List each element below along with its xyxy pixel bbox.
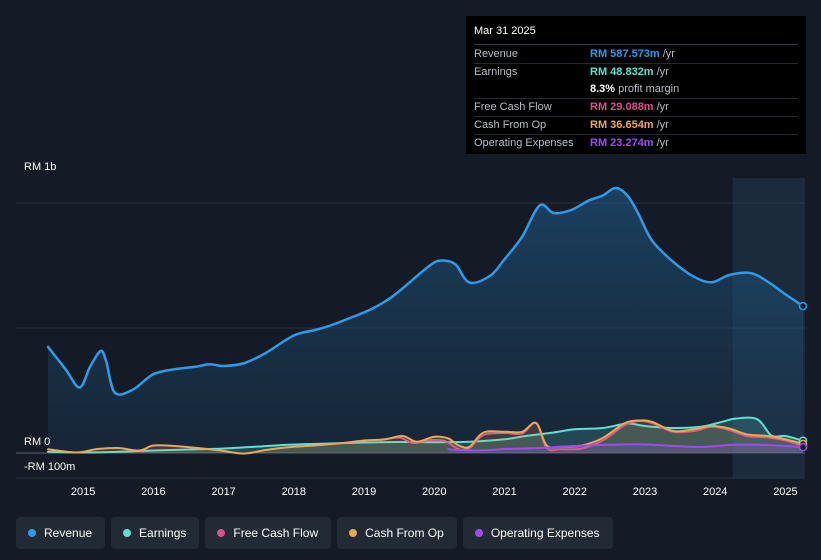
tooltip-row-earnings: Earnings RM 48.832m /yr <box>474 64 798 81</box>
legend-item-revenue[interactable]: Revenue <box>16 517 106 549</box>
tooltip-date: Mar 31 2025 <box>474 23 798 45</box>
series-line-revenue <box>46 186 805 396</box>
tooltip-panel: Mar 31 2025 Revenue RM 587.573m /yr Earn… <box>466 16 806 154</box>
legend-label: Cash From Op <box>365 526 444 540</box>
tooltip-unit: /yr <box>656 66 669 78</box>
tooltip-value: 8.3% <box>590 83 616 95</box>
tooltip-unit: /yr <box>662 48 675 60</box>
tooltip-label: Revenue <box>474 48 519 60</box>
legend: Revenue Earnings Free Cash Flow Cash Fro… <box>16 517 613 549</box>
x-tick-label: 2020 <box>422 486 446 498</box>
x-tick-label: 2019 <box>352 486 376 498</box>
x-tick-label: 2023 <box>633 486 657 498</box>
tooltip-label: Operating Expenses <box>474 137 574 149</box>
tooltip-unit: profit margin <box>618 83 680 95</box>
x-tick-label: 2021 <box>492 486 516 498</box>
legend-dot-icon <box>474 529 483 537</box>
tooltip-row-fcf: Free Cash Flow RM 29.088m /yr <box>474 99 798 117</box>
legend-label: Operating Expenses <box>490 526 600 540</box>
y-axis-labels: RM 1b RM 0 -RM 100m <box>24 161 75 473</box>
series-endpoint-revenue <box>798 301 808 311</box>
x-tick-label: 2016 <box>141 486 165 498</box>
y-tick-label: RM 1b <box>24 161 56 173</box>
series-layer <box>46 186 805 455</box>
legend-label: Revenue <box>44 526 93 540</box>
x-tick-label: 2015 <box>71 486 95 498</box>
legend-dot-icon <box>217 529 226 537</box>
legend-label: Free Cash Flow <box>233 526 319 540</box>
legend-item-free-cash-flow[interactable]: Free Cash Flow <box>205 517 332 549</box>
tooltip-row-opex: Operating Expenses RM 23.274m /yr <box>474 135 798 152</box>
tooltip-value: RM 23.274m <box>590 137 654 149</box>
tooltip-value: RM 48.832m <box>590 66 654 78</box>
series-line-cash-from-op <box>47 419 804 455</box>
series-endpoint-operating-expenses <box>798 442 808 452</box>
legend-dot-icon <box>28 529 36 537</box>
tooltip-row-revenue: Revenue RM 587.573m /yr <box>474 46 798 64</box>
series-line-free-cash-flow <box>380 419 804 452</box>
tooltip-unit: /yr <box>656 101 669 113</box>
x-tick-label: 2022 <box>563 486 587 498</box>
tooltip-row-cfo: Cash From Op RM 36.654m /yr <box>474 117 798 135</box>
series-endpoints <box>798 301 808 452</box>
y-tick-label: RM 0 <box>24 436 50 448</box>
legend-dot-icon <box>349 529 358 537</box>
tooltip-value: RM 36.654m <box>590 119 654 131</box>
tooltip-label: Earnings <box>474 66 518 78</box>
tooltip-label <box>474 81 590 98</box>
legend-item-operating-expenses[interactable]: Operating Expenses <box>462 517 613 549</box>
tooltip-row-margin: 8.3% profit margin <box>474 81 798 99</box>
series-area-revenue <box>48 188 803 453</box>
legend-item-cash-from-op[interactable]: Cash From Op <box>337 517 457 549</box>
x-tick-label: 2024 <box>703 486 727 498</box>
x-axis-labels: 2015 2016 2017 2018 2019 2020 2021 2022 2023 2024… <box>71 486 798 498</box>
tooltip-value: RM 29.088m <box>590 101 654 113</box>
tooltip-unit: /yr <box>656 137 669 149</box>
legend-label: Earnings <box>139 526 187 540</box>
x-tick-label: 2017 <box>211 486 235 498</box>
tooltip-value: RM 587.573m <box>590 48 660 60</box>
y-tick-label: -RM 100m <box>24 461 75 473</box>
series-line-operating-expenses <box>447 443 804 452</box>
x-tick-label: 2018 <box>282 486 306 498</box>
tooltip-label: Cash From Op <box>474 119 547 131</box>
legend-dot-icon <box>123 529 132 537</box>
legend-item-earnings[interactable]: Earnings <box>111 517 200 549</box>
tooltip-unit: /yr <box>656 119 669 131</box>
x-tick-label: 2025 <box>773 486 797 498</box>
tooltip-label: Free Cash Flow <box>474 101 552 113</box>
